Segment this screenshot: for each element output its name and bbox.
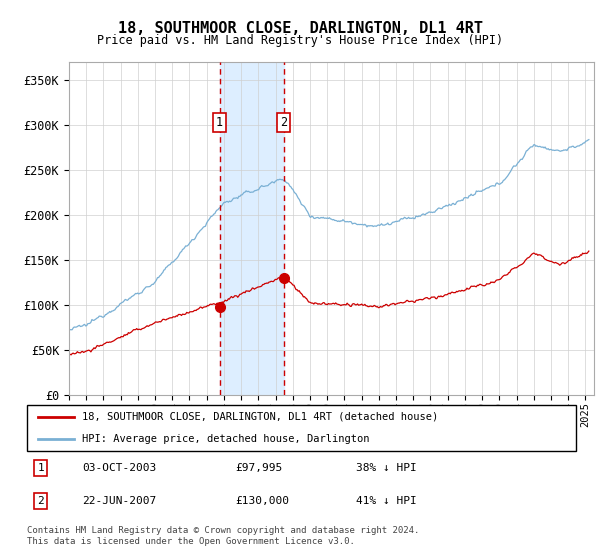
Text: Price paid vs. HM Land Registry's House Price Index (HPI): Price paid vs. HM Land Registry's House … (97, 34, 503, 46)
Text: 18, SOUTHMOOR CLOSE, DARLINGTON, DL1 4RT: 18, SOUTHMOOR CLOSE, DARLINGTON, DL1 4RT (118, 21, 482, 36)
Text: Contains HM Land Registry data © Crown copyright and database right 2024.
This d: Contains HM Land Registry data © Crown c… (27, 526, 419, 546)
Text: £97,995: £97,995 (236, 463, 283, 473)
Text: HPI: Average price, detached house, Darlington: HPI: Average price, detached house, Darl… (82, 434, 370, 444)
Bar (220, 62, 284, 395)
Text: 2: 2 (37, 496, 44, 506)
Text: 22-JUN-2007: 22-JUN-2007 (82, 496, 156, 506)
FancyBboxPatch shape (27, 405, 576, 451)
Text: 2: 2 (280, 116, 287, 129)
Text: 38% ↓ HPI: 38% ↓ HPI (356, 463, 417, 473)
Text: 03-OCT-2003: 03-OCT-2003 (82, 463, 156, 473)
Text: 1: 1 (216, 116, 223, 129)
Text: 41% ↓ HPI: 41% ↓ HPI (356, 496, 417, 506)
Text: 1: 1 (37, 463, 44, 473)
Text: £130,000: £130,000 (236, 496, 290, 506)
Text: 18, SOUTHMOOR CLOSE, DARLINGTON, DL1 4RT (detached house): 18, SOUTHMOOR CLOSE, DARLINGTON, DL1 4RT… (82, 412, 438, 422)
